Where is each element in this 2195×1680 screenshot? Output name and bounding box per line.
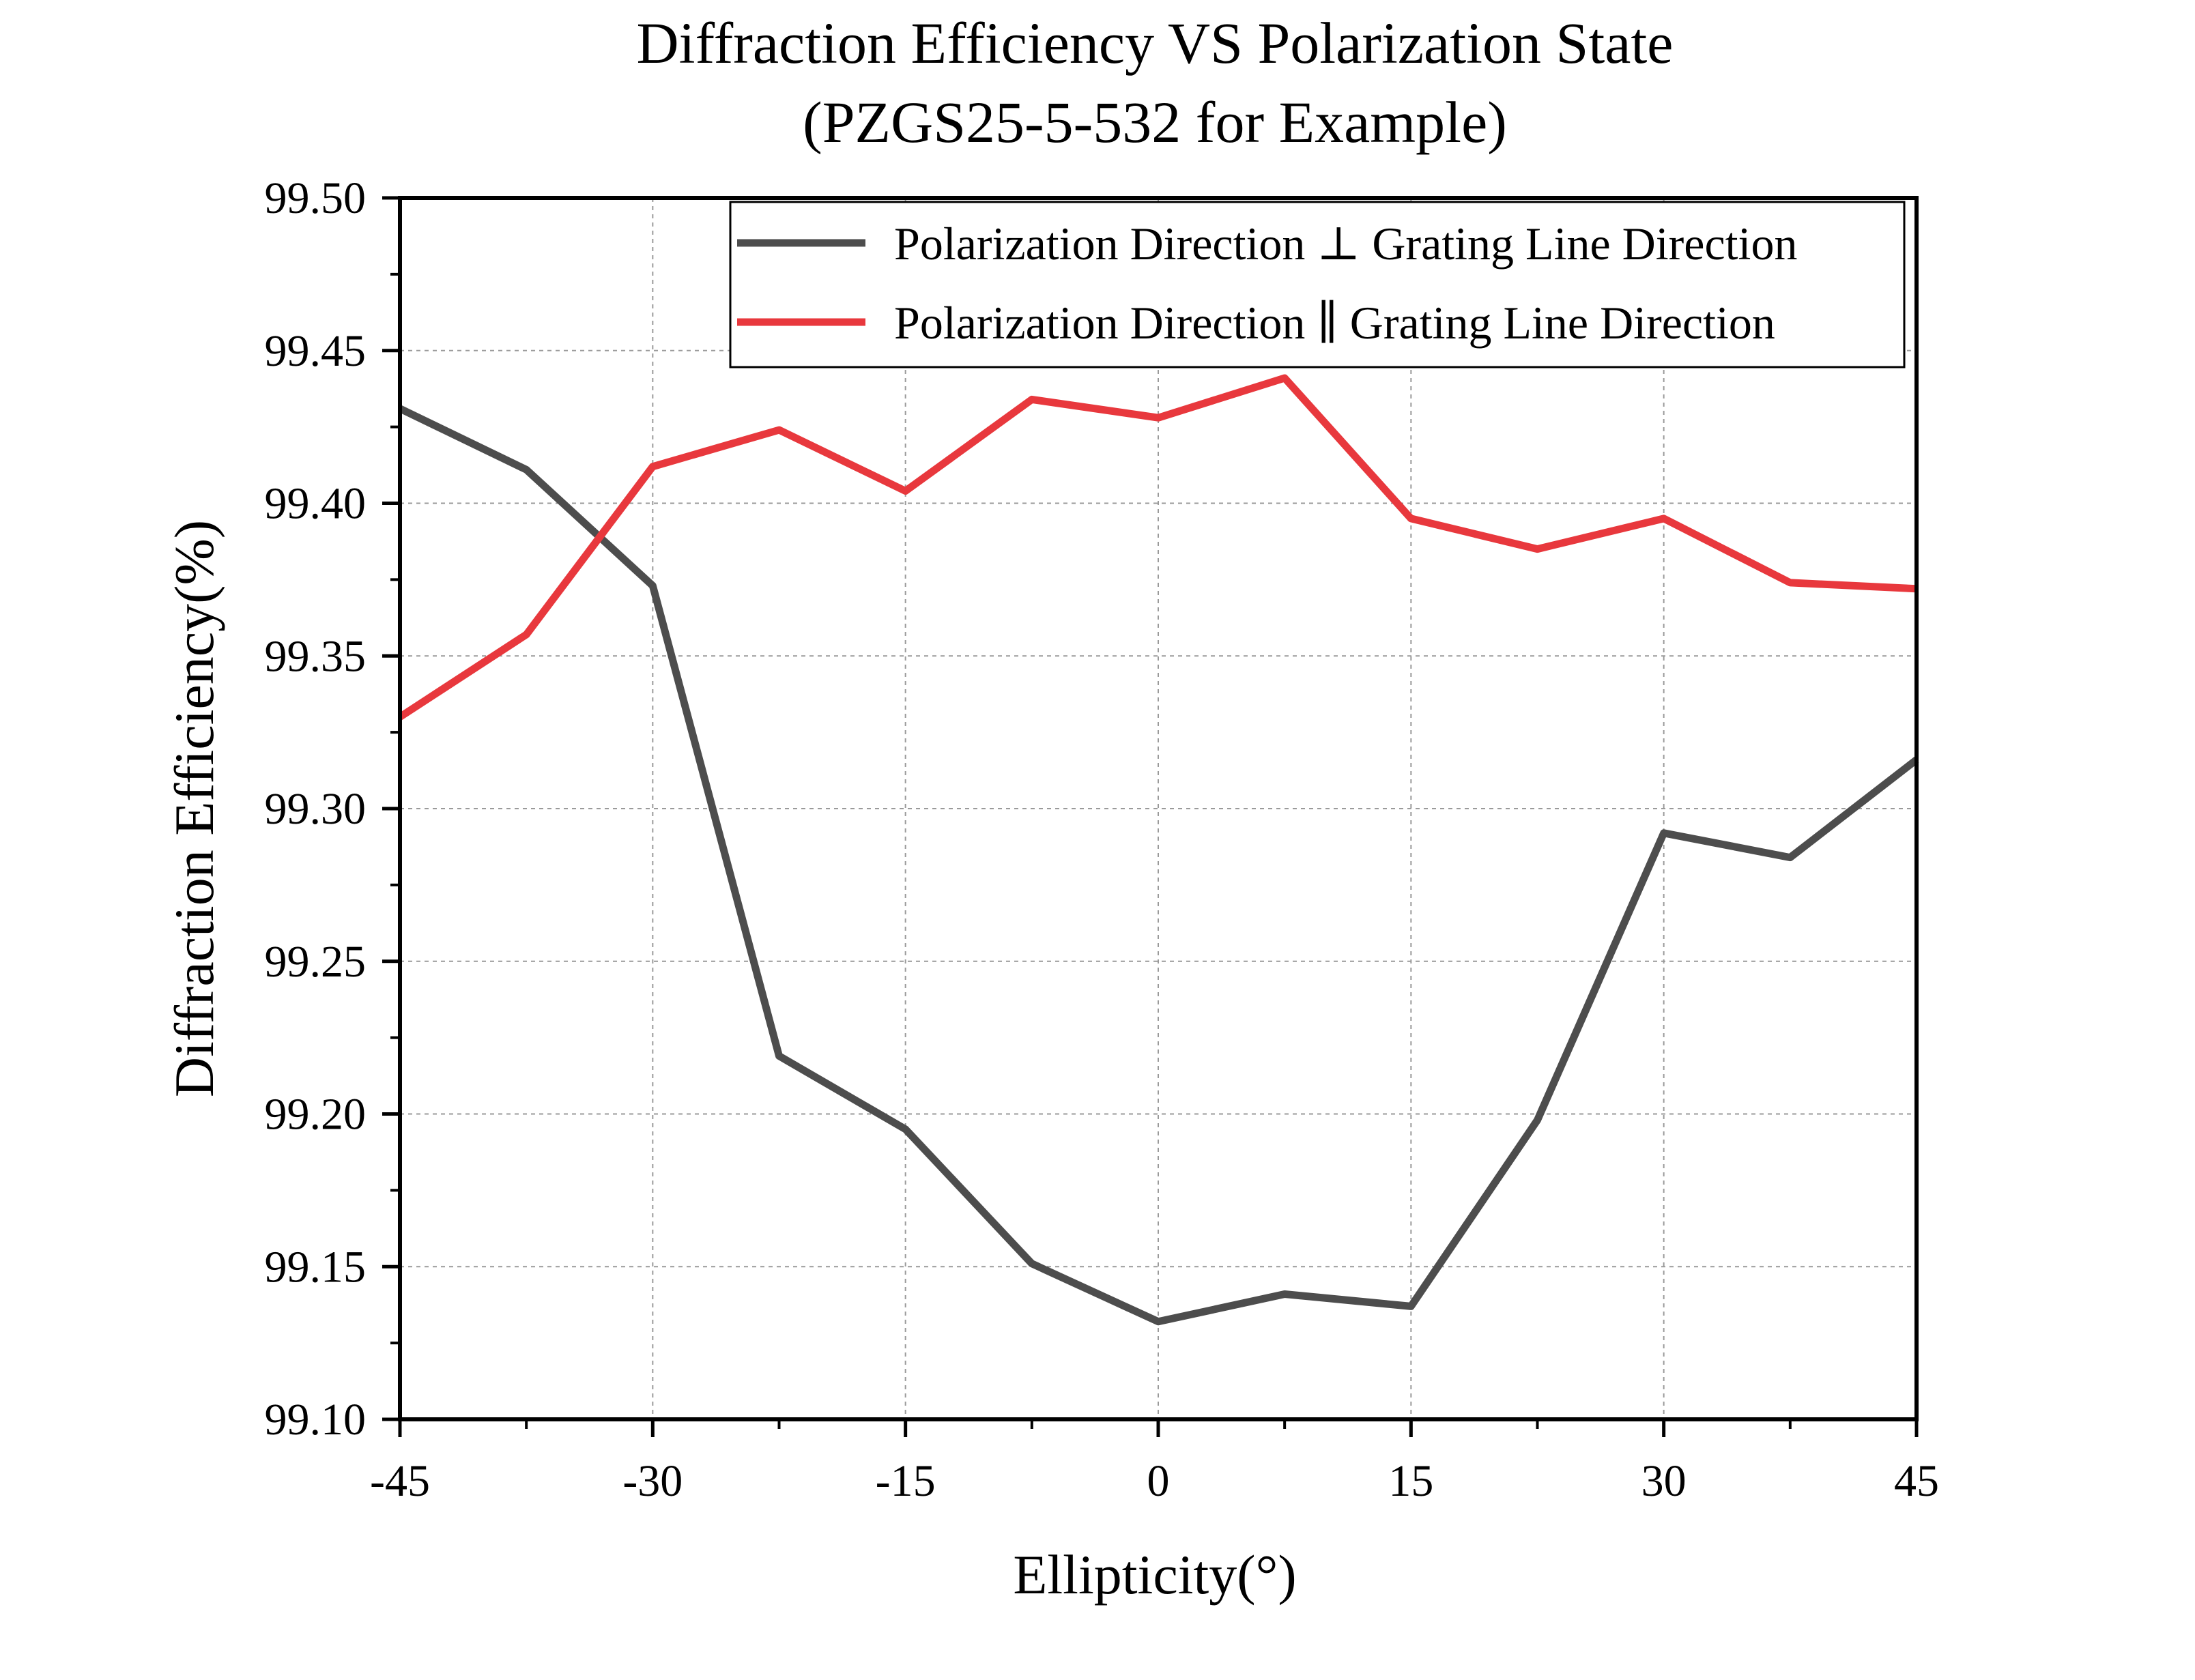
y-tick-label: 99.40 — [265, 479, 367, 529]
x-tick-label: -30 — [622, 1456, 683, 1506]
axis-ticks: -45 -30 -15 0 15 30 45 99.10 99.15 99.20 99.25 99.3… — [265, 173, 1940, 1506]
chart-title: Diffraction Efficiency VS Polarization S… — [637, 10, 1674, 76]
y-axis-title: Diffraction Efficiency(%) — [163, 520, 225, 1097]
x-tick-label: 0 — [1147, 1456, 1170, 1506]
y-tick-label: 99.35 — [265, 631, 367, 681]
series-lines — [397, 374, 1919, 1326]
grid-lines — [400, 198, 1917, 1419]
y-tick-label: 99.20 — [265, 1090, 367, 1140]
x-tick-label: 15 — [1388, 1456, 1433, 1506]
y-tick-label: 99.30 — [265, 784, 367, 834]
x-tick-label: -45 — [370, 1456, 430, 1506]
x-tick-label: 30 — [1641, 1456, 1687, 1506]
x-tick-label: -15 — [876, 1456, 936, 1506]
y-tick-label: 99.50 — [265, 173, 367, 223]
y-tick-label: 99.15 — [265, 1242, 367, 1292]
legend-label-perpendicular: Polarization Direction ⊥ Grating Line Di… — [894, 218, 1797, 270]
series-line-perpendicular — [398, 405, 1919, 1326]
chart-subtitle: (PZGS25-5-532 for Example) — [803, 89, 1507, 155]
legend: Polarization Direction ⊥ Grating Line Di… — [729, 201, 1906, 368]
x-tick-label: 45 — [1894, 1456, 1939, 1506]
y-tick-label: 99.25 — [265, 937, 367, 987]
series-line-parallel — [397, 374, 1917, 721]
legend-label-parallel: Polarization Direction ∥ Grating Line Di… — [894, 297, 1775, 349]
y-tick-label: 99.10 — [265, 1395, 367, 1445]
y-tick-label: 99.45 — [265, 326, 367, 376]
legend-box — [729, 201, 1906, 368]
x-axis-title: Ellipticity(°) — [1013, 1544, 1296, 1606]
